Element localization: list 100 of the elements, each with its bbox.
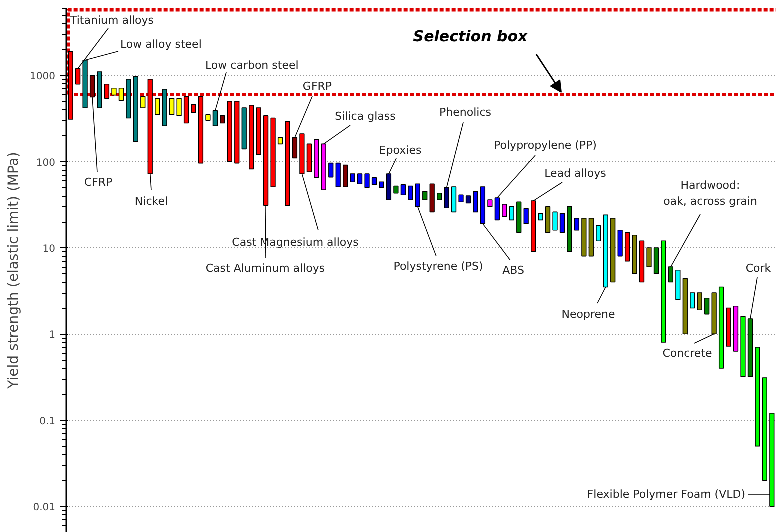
bar [285,122,290,206]
bar [524,208,529,224]
annotation: Polypropylene (PP) [494,139,597,152]
bar [118,88,124,102]
bar [184,96,190,124]
annotation: Titanium alloys [70,14,154,27]
bar [343,164,348,188]
bar [610,218,616,283]
annotation: Low alloy steel [120,38,202,51]
bar [639,240,645,283]
bar [364,174,370,188]
bar [155,98,160,116]
bar [162,89,168,126]
bar [314,139,320,178]
bar [336,162,341,188]
bar [278,137,284,145]
y-tick-label: 100 [36,158,56,169]
bar [270,118,276,188]
bar [690,292,696,309]
bar [306,144,312,172]
annotation: Cork [746,262,772,275]
bar [624,232,630,262]
bar [458,194,464,203]
y-tick-label: 0.01 [33,502,56,514]
bar [112,88,117,96]
annotation: Concrete [662,347,713,360]
bar [473,191,478,213]
bar [755,347,760,447]
bar [646,248,652,268]
bar [661,240,666,343]
bar [256,108,262,156]
bar [502,204,508,218]
bar [206,114,211,122]
bar [632,234,638,274]
bar [350,174,356,183]
y-tick-label: 1 [49,330,56,342]
bar [227,101,232,162]
bar [676,270,681,300]
annotation: Hardwood: oak, across grain [664,179,758,208]
annotation: ABS [502,264,524,277]
bar [104,84,110,100]
bar [596,226,602,242]
bar [437,192,442,200]
bar [618,230,623,257]
bar [328,162,334,178]
bar [357,174,363,185]
annotation: Epoxies [379,144,422,157]
bar [567,206,572,252]
bar [408,186,414,200]
bar [451,186,457,213]
bar [400,184,406,196]
bar [545,206,551,234]
annotation: Lead alloys [544,167,607,180]
bar [552,212,558,231]
bar [704,298,710,315]
annotation: Phenolics [440,106,492,119]
annotation: CFRP [84,176,114,189]
annotation: GFRP [302,80,332,93]
bar [762,378,768,482]
bar [191,104,196,114]
bar [394,186,399,194]
bar [133,76,138,142]
annotation: Low carbon steel [206,59,299,72]
bar [740,316,746,378]
bar [654,248,660,274]
y-axis-title: Yield strength (elastic limit) (MPa) [6,152,22,390]
bar [249,105,254,170]
annotation: Silica glass [335,110,396,123]
annotation: Cast Aluminum alloys [206,262,326,275]
bar [430,184,435,213]
bar [234,101,240,164]
bar [126,79,132,119]
bar [372,177,378,186]
bar [733,306,739,352]
bar [538,213,544,221]
bar [97,72,102,108]
bar [588,218,594,257]
bar [242,108,247,150]
bar [574,218,580,231]
bar [379,182,384,188]
bar [718,286,724,369]
bar [682,278,688,335]
bar [176,98,182,116]
bar [198,96,204,164]
y-tick-label: 0.1 [40,416,56,428]
bar [560,213,566,234]
bar [726,308,732,347]
annotation: Neoprene [562,308,616,321]
annotation: Nickel [134,195,168,208]
bar [516,202,522,234]
bar [140,96,146,108]
ref-line-label: Selection box [413,28,530,46]
y-tick-label: 10 [42,244,56,255]
y-tick-label: 1000 [30,72,56,83]
bar [422,191,428,200]
bar [169,98,175,116]
bar [509,206,514,221]
bar [697,292,702,311]
bar [488,200,493,208]
annotation: Flexible Polymer Foam (VLD) [587,488,746,501]
